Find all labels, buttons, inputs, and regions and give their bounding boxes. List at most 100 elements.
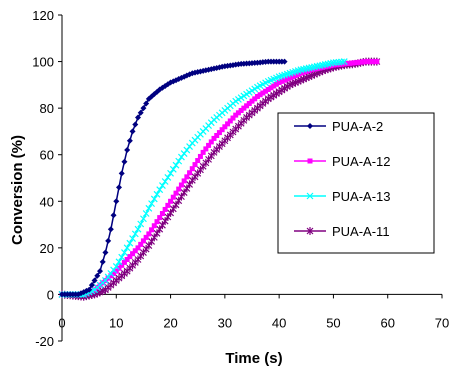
data-point [232, 61, 239, 68]
data-point [221, 63, 228, 70]
data-point [340, 58, 348, 65]
data-point [154, 219, 160, 225]
y-tick-label: 100 [32, 55, 54, 70]
data-point [88, 282, 95, 289]
data-point [282, 77, 288, 83]
data-point [175, 196, 183, 205]
data-point [110, 212, 117, 219]
data-point [214, 133, 220, 139]
data-point [132, 248, 138, 254]
data-point [222, 124, 228, 130]
data-point [123, 244, 131, 252]
data-point [107, 226, 114, 233]
data-point [149, 227, 155, 233]
plot-area [58, 57, 381, 301]
data-point [265, 87, 271, 93]
x-tick-label: 0 [58, 315, 65, 330]
data-point [172, 161, 180, 169]
data-point [142, 210, 150, 217]
data-point [148, 200, 155, 208]
data-point [200, 149, 206, 155]
data-point [159, 221, 166, 230]
legend-label: PUA-A-13 [332, 189, 391, 204]
data-point [216, 130, 222, 136]
legend-marker [307, 123, 313, 129]
y-axis-title: Conversion (%) [9, 135, 26, 245]
data-point [132, 121, 139, 128]
data-point [363, 59, 369, 65]
x-tick-label: 40 [272, 315, 286, 330]
legend-marker [306, 192, 314, 200]
data-point [360, 59, 366, 65]
data-point [284, 76, 290, 82]
data-point [330, 59, 337, 67]
y-tick-label: 20 [40, 241, 54, 256]
data-point [153, 190, 161, 198]
legend-label: PUA-A-2 [332, 119, 383, 134]
data-point [151, 223, 157, 229]
data-point [167, 208, 174, 217]
x-tick-label: 20 [163, 315, 177, 330]
data-point [121, 259, 127, 265]
data-point [140, 105, 147, 112]
data-point [126, 137, 133, 144]
data-point [127, 254, 133, 260]
data-point [137, 220, 145, 228]
data-point [281, 58, 288, 65]
data-point [349, 60, 355, 66]
data-point [181, 178, 187, 184]
x-tick-label: 30 [218, 315, 232, 330]
data-point [263, 88, 269, 94]
tick-labels: -20 0 20 40 60 80 100 120 0 10 20 30 40 50 60 70 [32, 8, 449, 349]
data-point [102, 249, 109, 256]
data-point [268, 85, 274, 91]
data-point [94, 272, 101, 279]
x-tick-label: 60 [380, 315, 394, 330]
legend-item: PUA-A-13 [294, 189, 391, 204]
data-point [124, 257, 130, 262]
data-point [140, 215, 147, 223]
data-point [206, 142, 212, 148]
y-tick-label: 60 [40, 148, 54, 163]
legend-marker [306, 227, 314, 235]
data-point [186, 180, 193, 189]
data-point [115, 258, 123, 266]
legend-item: PUA-A-11 [294, 224, 390, 239]
data-point [178, 192, 185, 201]
data-point [235, 110, 241, 116]
data-point [230, 115, 236, 121]
legend-label: PUA-A-11 [332, 224, 390, 239]
data-point [352, 60, 358, 66]
data-point [371, 59, 377, 65]
x-tick-label: 50 [326, 315, 340, 330]
data-point [145, 241, 153, 250]
data-point [358, 59, 364, 65]
data-point [184, 174, 190, 180]
data-point [175, 157, 183, 165]
data-point [249, 98, 255, 104]
data-point [130, 251, 136, 257]
data-point [238, 107, 244, 113]
data-point [170, 194, 176, 200]
data-point [140, 238, 146, 244]
data-point [279, 78, 285, 84]
y-tick-label: 80 [40, 101, 54, 116]
data-point [164, 213, 172, 222]
data-point [143, 234, 149, 240]
data-point [197, 153, 203, 159]
x-axis-title: Time (s) [225, 350, 282, 367]
data-point [116, 184, 122, 191]
data-point [108, 273, 114, 279]
data-point [257, 92, 263, 98]
data-point [332, 59, 340, 66]
data-point [164, 173, 172, 181]
data-point [157, 215, 163, 221]
data-point [113, 268, 119, 274]
data-point [335, 58, 343, 66]
data-point [105, 237, 112, 244]
data-point [338, 58, 345, 66]
data-point [118, 170, 125, 177]
data-point [180, 188, 188, 197]
legend: PUA-A-2 PUA-A-12 PUA-A-13 PUA-A-11 [277, 112, 435, 254]
